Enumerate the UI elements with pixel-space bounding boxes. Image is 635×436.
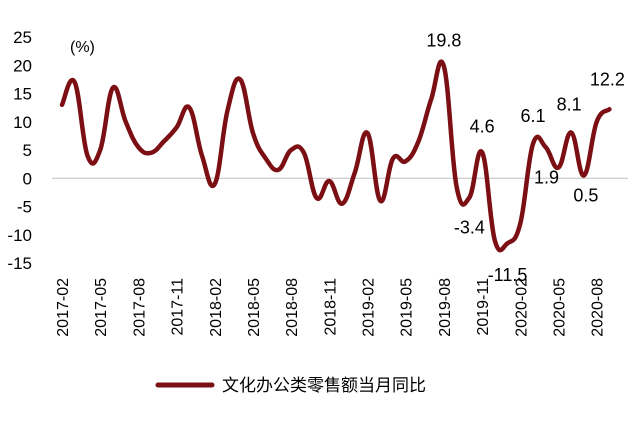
x-tick-label: 2018-05 [246,278,263,337]
unit-label: (%) [70,39,95,56]
data-label: 1.9 [534,168,559,188]
x-tick-label: 2019-11 [475,278,492,336]
x-tick-label: 2020-05 [551,278,568,337]
data-label: 4.6 [470,116,495,136]
x-tick-label: 2020-02 [513,278,530,337]
y-tick-label: 10 [13,113,32,132]
y-tick-label: -10 [7,226,32,245]
x-tick-label: 2019-08 [437,278,454,337]
y-tick-label: 5 [23,141,32,160]
x-tick-label: 2018-02 [208,278,225,337]
y-tick-label: -5 [17,198,32,217]
series-layer [59,59,612,253]
y-tick-label: -15 [7,254,32,273]
x-tick-label: 2017-02 [55,278,72,337]
y-axis: 25 20 15 10 5 0 -5 -10 -15 [7,28,32,273]
data-label: 12.2 [590,69,625,89]
data-label: 19.8 [426,30,461,50]
data-label: 0.5 [573,185,598,205]
x-tick-label: 2017-05 [93,278,110,337]
series-line [59,59,612,253]
data-label: 8.1 [557,94,582,114]
y-tick-label: 0 [23,169,32,188]
y-tick-label: 15 [13,85,32,104]
x-tick-label: 2018-11 [322,278,339,336]
legend: 文化办公类零售额当月同比 [155,376,426,396]
x-tick-label: 2017-08 [131,278,148,337]
x-tick-label: 2018-08 [284,278,301,337]
y-tick-label: 20 [13,56,32,75]
x-tick-label: 2017-11 [170,278,187,336]
data-label: -3.4 [454,217,485,237]
x-tick-label: 2019-02 [361,278,378,337]
annotation-layer: 19.8 -3.4 4.6 -11.5 6.1 1.9 8.1 0.5 12.2 [426,30,625,285]
data-label: 6.1 [520,106,545,126]
y-tick-label: 25 [13,28,32,47]
legend-label: 文化办公类零售额当月同比 [222,376,426,396]
x-axis: 2017-02 2017-05 2017-08 2017-11 2018-02 2018-… [55,278,607,337]
x-tick-label: 2020-08 [590,278,607,337]
data-label: -11.5 [488,265,528,285]
x-tick-label: 2019-05 [399,278,416,337]
